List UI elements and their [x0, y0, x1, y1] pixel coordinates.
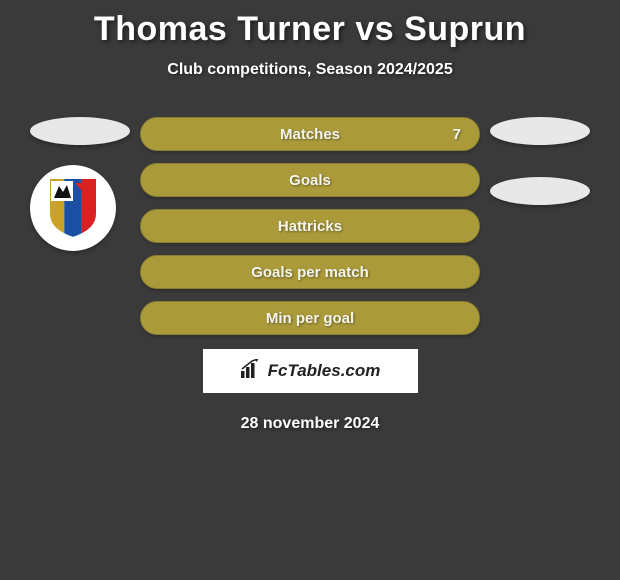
shield-icon — [47, 176, 99, 240]
stat-label: Matches — [280, 126, 340, 143]
stat-label: Goals per match — [251, 264, 369, 281]
stat-label: Hattricks — [278, 218, 342, 235]
stat-value-right: 7 — [453, 126, 461, 143]
left-player-col — [30, 117, 130, 251]
club-badge-left — [30, 165, 116, 251]
brand-label: FcTables.com — [268, 361, 381, 381]
stats-table: Matches 7 Goals Hattricks Goals per matc… — [140, 117, 480, 335]
stat-row-hattricks: Hattricks — [140, 209, 480, 243]
comparison-section: Matches 7 Goals Hattricks Goals per matc… — [0, 117, 620, 335]
player-name-oval-left — [30, 117, 130, 145]
stat-label: Goals — [289, 172, 331, 189]
date-label: 28 november 2024 — [241, 415, 380, 433]
page-title: Thomas Turner vs Suprun — [94, 10, 526, 49]
chart-icon — [240, 359, 262, 384]
brand-box[interactable]: FcTables.com — [203, 349, 418, 393]
stat-row-matches: Matches 7 — [140, 117, 480, 151]
stat-row-min-per-goal: Min per goal — [140, 301, 480, 335]
stat-row-goals-per-match: Goals per match — [140, 255, 480, 289]
player-name-oval-right — [490, 117, 590, 145]
season-subtitle: Club competitions, Season 2024/2025 — [167, 61, 452, 79]
right-player-col — [490, 117, 590, 205]
stat-row-goals: Goals — [140, 163, 480, 197]
stat-label: Min per goal — [266, 310, 354, 327]
club-name-oval-right — [490, 177, 590, 205]
